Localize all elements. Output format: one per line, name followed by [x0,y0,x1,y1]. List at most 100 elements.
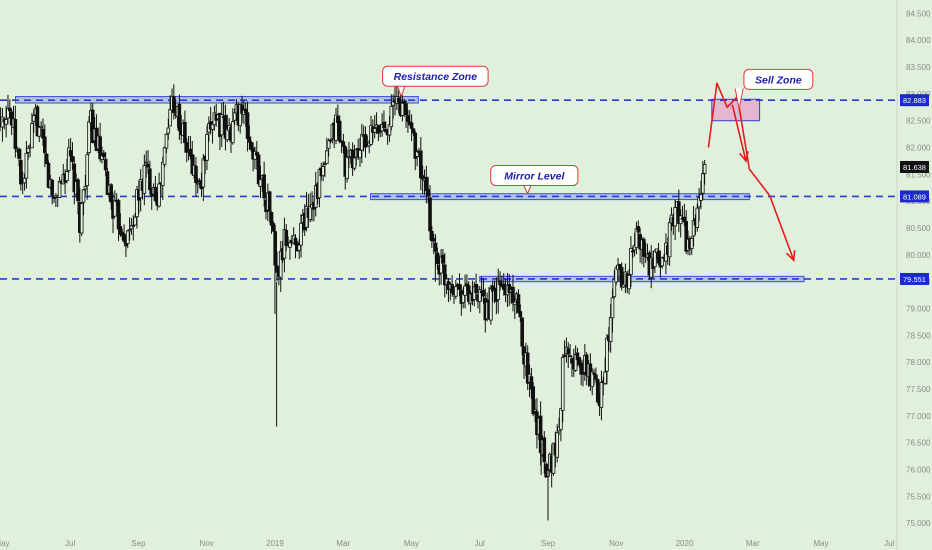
candle-body [17,148,21,159]
candle [612,270,617,299]
candle-body [24,152,29,179]
candle [653,249,657,274]
candle-body [168,108,172,127]
y-tick-label: 76.500 [906,439,931,448]
candle-body [328,139,333,142]
candle-body [85,154,90,187]
candle [24,141,29,189]
callout-box [490,164,579,186]
candle-body [321,166,325,177]
candle-body [31,115,36,122]
candle [323,161,327,178]
candle [44,152,49,165]
candle-body [538,415,543,454]
candle-body [258,179,263,187]
callout-pointer [523,184,532,195]
candle-body [39,126,43,129]
candle-body [358,149,362,159]
candle-body [68,150,73,157]
candle-body [4,119,8,125]
callout-box [743,68,814,90]
candle-body [441,254,445,264]
candle [194,157,198,197]
callout-label: Sell Zone [755,74,802,86]
candle [105,167,110,196]
candle-body [520,317,524,347]
y-tick-label: 80.500 [906,224,931,233]
candle [247,125,252,150]
candle [43,124,47,168]
candle-body [689,238,694,249]
candle-body [144,161,148,164]
candle [166,118,171,140]
x-tick-label: May [0,539,9,548]
candle [428,185,432,240]
candle-body [465,283,469,286]
candle-body [205,134,209,161]
candle-body [194,165,198,183]
candle-body [474,283,478,294]
candle [65,158,69,184]
candle [269,211,274,234]
candle-body [125,230,130,244]
candle-body [404,103,408,116]
candle-body [183,121,187,144]
candle-body [352,157,357,169]
candle-body [57,180,62,198]
x-tick-label: 2019 [266,539,284,548]
candle-body [70,156,75,162]
candle [404,99,408,128]
candle [262,161,266,207]
projection-arrow [731,104,747,162]
candle [183,110,187,153]
candle [57,176,62,199]
candle-body [678,215,683,225]
candle-body [345,156,349,180]
candle [50,178,54,205]
projection-arrowhead [785,250,796,262]
candle-body [559,408,563,431]
candle [168,95,172,127]
candle [325,137,329,164]
candle [278,241,283,293]
candle [267,190,272,223]
x-tick-label: Jul [475,539,485,548]
candle-body [284,229,289,246]
x-tick-label: Jul [65,539,75,548]
candle-body [433,242,438,252]
annotations-layer: Resistance Zone Mirror Level Sell Zone [382,65,814,195]
candle-body [489,288,493,321]
candle [13,105,18,158]
candle-body [562,354,567,357]
candle-body [337,120,342,142]
candle-body [560,357,565,411]
candle-body [44,153,49,165]
candle [520,317,524,356]
candle-body [26,147,31,153]
callout-pointer [734,88,744,110]
x-tick-label: Nov [609,539,623,548]
candle [164,133,169,154]
candle [516,289,521,314]
candle [341,133,346,154]
y-tick-label: 75.500 [906,492,931,501]
candle-body [426,189,430,197]
candle [610,288,615,333]
candle [299,213,303,258]
candle-body [81,189,86,203]
candle [605,334,609,385]
candle-body [162,147,167,165]
candle [695,203,700,232]
candle-body [630,250,635,253]
candle-body [273,231,278,266]
candle [148,160,152,195]
candle-body [481,289,486,297]
candle-body [382,122,386,129]
candle-body [629,248,633,275]
last-price-tag [900,160,929,173]
y-tick-label: 84.000 [906,36,931,45]
candle [231,108,235,145]
candle [103,152,108,176]
callout-label: Resistance Zone [394,71,478,83]
